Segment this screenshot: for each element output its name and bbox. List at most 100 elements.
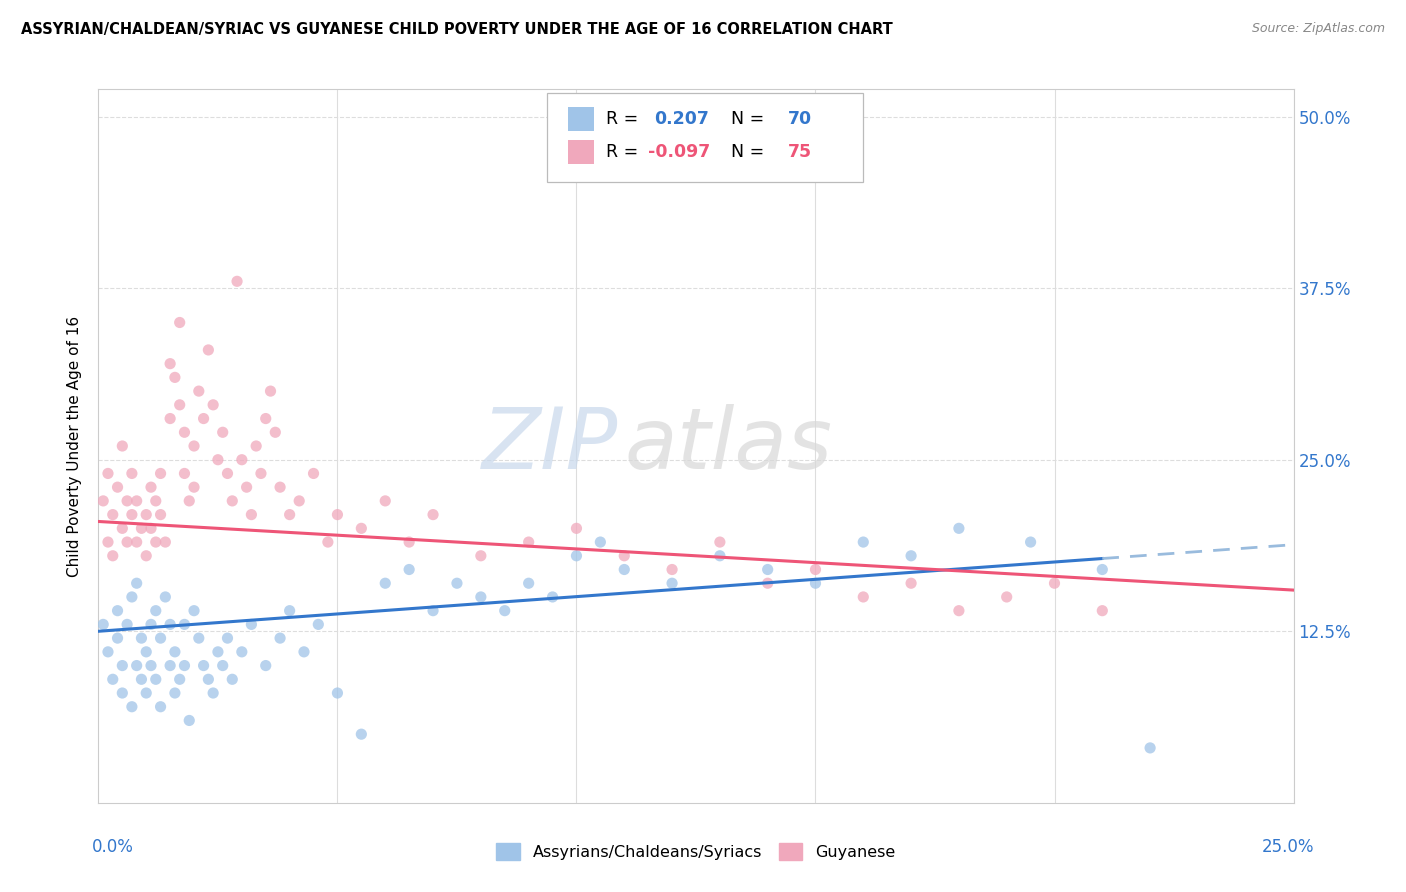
Point xyxy=(316,535,339,549)
Point xyxy=(173,617,195,632)
Point xyxy=(1091,562,1114,576)
Point xyxy=(494,604,516,618)
Point xyxy=(995,590,1018,604)
Point xyxy=(135,549,157,563)
Text: Source: ZipAtlas.com: Source: ZipAtlas.com xyxy=(1251,22,1385,36)
Point xyxy=(131,631,153,645)
Point xyxy=(115,617,138,632)
Point xyxy=(139,480,162,494)
Point xyxy=(145,535,167,549)
Point xyxy=(269,480,291,494)
Point xyxy=(111,658,134,673)
Point xyxy=(207,645,229,659)
Point xyxy=(804,562,827,576)
Point xyxy=(231,645,253,659)
Point xyxy=(278,604,301,618)
Point xyxy=(517,535,540,549)
Y-axis label: Child Poverty Under the Age of 16: Child Poverty Under the Age of 16 xyxy=(67,316,83,576)
Point xyxy=(326,508,349,522)
Point xyxy=(202,686,225,700)
Point xyxy=(115,535,138,549)
Point xyxy=(183,604,205,618)
Point xyxy=(149,699,172,714)
Point xyxy=(565,521,588,535)
Point xyxy=(159,658,181,673)
Point xyxy=(139,521,162,535)
Point xyxy=(163,686,186,700)
Point xyxy=(948,521,970,535)
Text: 70: 70 xyxy=(787,111,813,128)
Point xyxy=(211,658,233,673)
Point xyxy=(159,411,181,425)
Point xyxy=(254,658,277,673)
Point xyxy=(264,425,287,440)
Point xyxy=(145,494,167,508)
Point xyxy=(131,521,153,535)
Point xyxy=(613,549,636,563)
Point xyxy=(240,508,263,522)
Point xyxy=(173,467,195,481)
Point xyxy=(302,467,325,481)
Point xyxy=(121,699,143,714)
Point xyxy=(661,562,683,576)
Point xyxy=(374,576,396,591)
Point xyxy=(131,673,153,687)
Point xyxy=(852,535,875,549)
Point xyxy=(149,508,172,522)
Point xyxy=(278,508,301,522)
Point xyxy=(374,494,396,508)
Bar xyxy=(568,140,595,164)
Point xyxy=(139,617,162,632)
Point xyxy=(187,631,209,645)
Point xyxy=(288,494,311,508)
Point xyxy=(756,576,779,591)
Point xyxy=(149,631,172,645)
Point xyxy=(207,452,229,467)
Point xyxy=(179,494,201,508)
Point xyxy=(221,494,243,508)
Point xyxy=(121,467,143,481)
Point xyxy=(900,549,922,563)
Point xyxy=(121,508,143,522)
Point xyxy=(804,576,827,591)
Point xyxy=(202,398,225,412)
Point xyxy=(187,384,209,398)
Point xyxy=(101,508,124,522)
Point xyxy=(145,604,167,618)
Point xyxy=(115,494,138,508)
Point xyxy=(211,425,233,440)
Point xyxy=(163,645,186,659)
Point xyxy=(111,686,134,700)
Point xyxy=(179,714,201,728)
Point xyxy=(107,480,129,494)
Point xyxy=(398,562,420,576)
Point xyxy=(183,439,205,453)
Point xyxy=(350,727,373,741)
Point xyxy=(541,590,564,604)
Text: R =: R = xyxy=(606,111,644,128)
Point xyxy=(163,370,186,384)
Text: R =: R = xyxy=(606,143,644,161)
Point xyxy=(235,480,257,494)
Text: 0.207: 0.207 xyxy=(654,111,709,128)
Point xyxy=(149,467,172,481)
Point xyxy=(1043,576,1066,591)
Point xyxy=(125,535,148,549)
Text: ZIP: ZIP xyxy=(482,404,619,488)
Point xyxy=(1091,604,1114,618)
Point xyxy=(446,576,468,591)
Point xyxy=(111,521,134,535)
Text: atlas: atlas xyxy=(624,404,832,488)
Point xyxy=(135,686,157,700)
Point xyxy=(250,467,273,481)
Point xyxy=(1139,740,1161,755)
Point xyxy=(111,439,134,453)
Point xyxy=(155,590,177,604)
Point xyxy=(125,658,148,673)
Point xyxy=(756,562,779,576)
Point xyxy=(900,576,922,591)
Point xyxy=(173,425,195,440)
Point xyxy=(169,316,191,330)
Point xyxy=(589,535,612,549)
Point xyxy=(470,590,492,604)
